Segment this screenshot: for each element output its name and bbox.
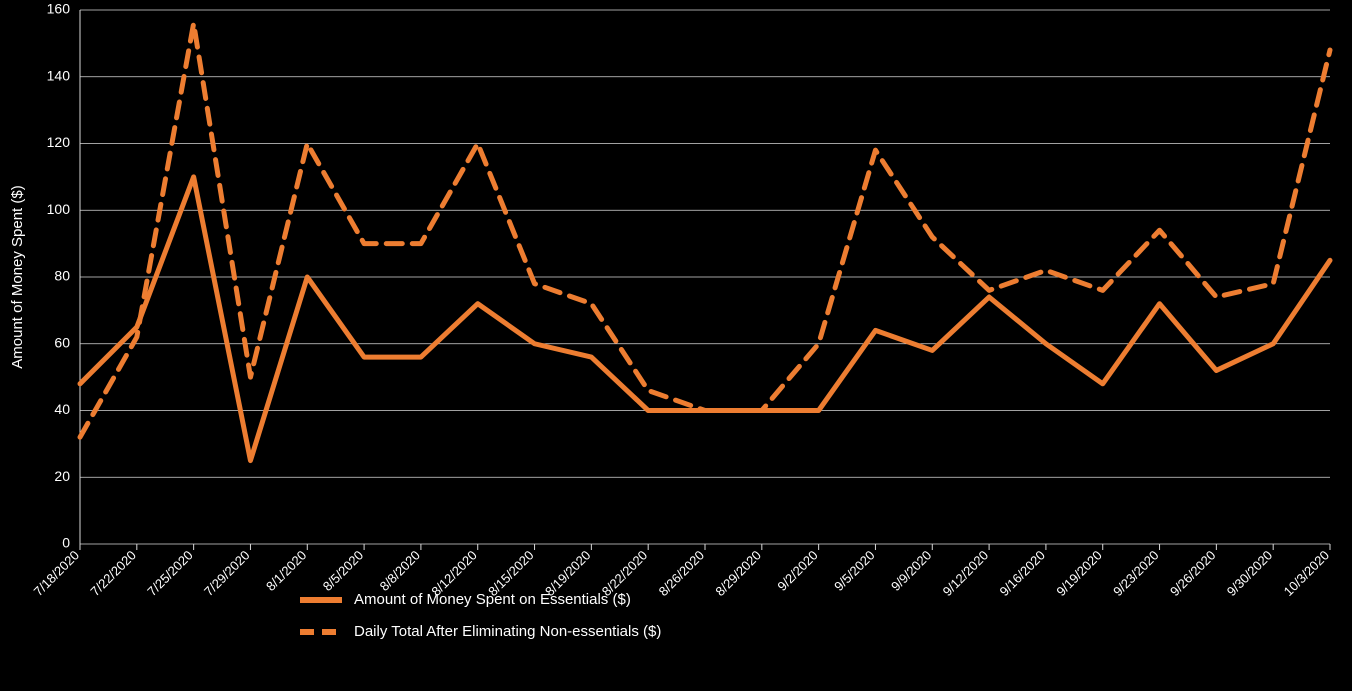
y-tick-label: 80 xyxy=(54,268,70,284)
y-tick-label: 0 xyxy=(62,535,70,551)
y-tick-label: 40 xyxy=(54,401,70,417)
line-chart: 0204060801001201401607/18/20207/22/20207… xyxy=(0,0,1352,691)
y-tick-label: 120 xyxy=(47,134,71,150)
y-tick-label: 100 xyxy=(47,201,71,217)
y-tick-label: 20 xyxy=(54,468,70,484)
chart-svg: 0204060801001201401607/18/20207/22/20207… xyxy=(0,0,1352,691)
legend-label: Amount of Money Spent on Essentials ($) xyxy=(354,591,631,608)
y-axis-title: Amount of Money Spent ($) xyxy=(9,185,26,368)
legend-label: Daily Total After Eliminating Non-essent… xyxy=(354,623,661,640)
y-tick-label: 60 xyxy=(54,334,70,350)
y-tick-label: 140 xyxy=(47,67,71,83)
y-tick-label: 160 xyxy=(47,1,71,17)
